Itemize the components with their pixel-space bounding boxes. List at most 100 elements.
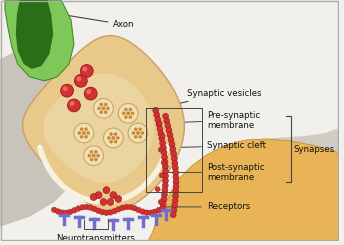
Circle shape [128,204,133,210]
Circle shape [80,127,83,131]
Circle shape [164,118,170,124]
Circle shape [160,201,166,207]
Circle shape [162,178,169,184]
Circle shape [162,164,168,170]
Circle shape [104,103,107,106]
Circle shape [162,183,168,188]
Circle shape [88,205,93,210]
Circle shape [124,204,129,210]
Text: Receptors: Receptors [162,202,250,211]
Circle shape [153,107,159,113]
Circle shape [99,110,103,114]
Circle shape [172,160,178,166]
Circle shape [67,99,80,112]
Circle shape [162,168,169,174]
Text: Synapses: Synapses [294,145,335,154]
Circle shape [90,194,97,200]
Circle shape [74,123,94,143]
Circle shape [114,140,117,144]
Circle shape [79,205,85,210]
Polygon shape [0,139,339,241]
Circle shape [172,202,178,208]
Circle shape [55,209,61,214]
Circle shape [95,192,102,198]
Circle shape [152,209,157,215]
Circle shape [104,128,123,148]
Circle shape [173,188,179,194]
Text: Synaptic vesicles: Synaptic vesicles [136,89,262,113]
Circle shape [106,107,110,110]
Circle shape [90,158,93,161]
Circle shape [160,134,165,138]
Circle shape [171,151,176,157]
Circle shape [155,117,161,123]
Circle shape [161,160,166,165]
Circle shape [136,207,141,213]
Text: Post-synaptic
membrane: Post-synaptic membrane [168,163,265,182]
Polygon shape [16,0,53,69]
Circle shape [63,86,67,91]
Text: Axon: Axon [36,10,135,29]
Circle shape [61,84,74,97]
Circle shape [107,136,111,140]
Circle shape [90,150,93,154]
Text: Neurotransmitters: Neurotransmitters [56,234,135,244]
Circle shape [84,204,89,210]
Circle shape [116,207,121,212]
Circle shape [160,206,165,211]
Circle shape [162,159,168,165]
Text: Pre-synaptic
membrane: Pre-synaptic membrane [163,110,260,130]
Circle shape [124,108,128,111]
Circle shape [131,111,135,115]
Circle shape [94,98,114,118]
Circle shape [166,127,172,133]
Circle shape [110,192,117,198]
Circle shape [141,131,144,135]
Circle shape [134,135,138,139]
Circle shape [161,196,167,202]
Circle shape [148,210,153,215]
Circle shape [159,206,165,212]
Circle shape [74,74,87,87]
Polygon shape [23,36,184,211]
Circle shape [67,209,73,215]
Circle shape [173,179,179,185]
Circle shape [136,131,140,135]
Circle shape [104,110,107,114]
Circle shape [118,103,138,123]
Circle shape [159,173,164,178]
Circle shape [109,132,113,136]
Circle shape [108,210,113,215]
Circle shape [165,123,171,129]
Circle shape [120,205,125,210]
Circle shape [76,206,81,211]
Circle shape [92,206,97,212]
Circle shape [162,154,168,160]
Circle shape [157,121,162,126]
Circle shape [173,174,179,180]
Circle shape [69,101,74,106]
Circle shape [114,132,117,136]
Circle shape [84,146,104,166]
Circle shape [129,115,132,119]
Circle shape [94,150,98,154]
Polygon shape [158,0,339,241]
Circle shape [161,150,167,156]
Circle shape [160,140,165,146]
Circle shape [158,131,164,137]
Circle shape [96,154,100,158]
Circle shape [92,154,96,158]
Circle shape [171,207,177,213]
Circle shape [115,196,122,202]
Circle shape [170,212,176,218]
Circle shape [128,123,148,143]
Circle shape [82,66,87,72]
Circle shape [144,210,149,215]
Circle shape [138,127,142,131]
Circle shape [64,210,69,216]
Circle shape [60,210,65,215]
Circle shape [82,131,86,135]
Text: Synaptic cleft: Synaptic cleft [166,141,266,150]
Circle shape [134,127,138,131]
Circle shape [76,76,81,81]
